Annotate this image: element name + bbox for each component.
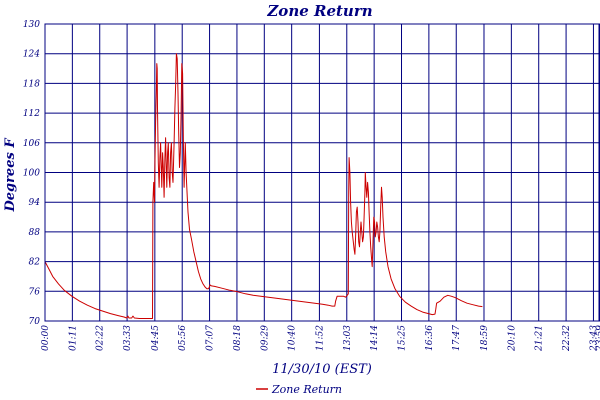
x-tick-label: 09:29	[260, 325, 270, 351]
plot-frame	[44, 23, 600, 322]
y-tick-label: 82	[29, 258, 41, 268]
y-tick-label: 94	[29, 198, 41, 208]
x-tick-label: 05:56	[178, 325, 188, 351]
y-tick-label: 118	[23, 79, 40, 89]
x-tick-label: 16:36	[425, 325, 435, 351]
x-tick-label: 13:03	[343, 325, 353, 351]
x-tick-label: 04:45	[151, 325, 161, 351]
x-tick-label: 20:10	[507, 325, 517, 352]
legend-label-zone-return: Zone Return	[271, 383, 342, 396]
x-tick-label: 14:14	[370, 325, 380, 351]
x-tick-label: 15:25	[398, 325, 408, 351]
x-tick-label: 02:22	[96, 325, 106, 351]
x-tick-label: 18:59	[480, 325, 490, 351]
x-tick-label: 03:33	[123, 325, 133, 351]
x-tick-label: 10:40	[288, 325, 298, 351]
y-tick-label: 130	[23, 20, 40, 30]
legend: Zone Return	[256, 383, 342, 396]
y-tick-label: 88	[29, 228, 41, 238]
y-tick-label: 124	[23, 50, 40, 60]
x-tick-label: 21:21	[535, 325, 545, 352]
x-tick-label: 17:47	[452, 325, 462, 351]
grid-lines	[44, 23, 600, 322]
x-axis-title: 11/30/10 (EST)	[272, 362, 372, 377]
x-tick-label: 01:11	[68, 325, 78, 351]
y-tick-label: 76	[29, 287, 41, 297]
x-tick-label: 11:52	[315, 325, 325, 351]
x-tick-label: 23:43	[589, 325, 599, 352]
x-tick-label: 23:59	[596, 325, 600, 352]
x-tick-label: 08:18	[233, 325, 243, 351]
x-tick-label: 07:07	[206, 325, 216, 351]
y-tick-label: 106	[23, 139, 40, 149]
x-axis-ticks: 00:00 01:11 02:22 03:33 04:45 05:56 07:07 08:18…	[41, 325, 600, 352]
y-axis-title: Degrees F	[3, 138, 18, 213]
y-tick-label: 100	[23, 169, 40, 179]
chart-title: Zone Return	[266, 2, 372, 20]
series-line-zone-return	[44, 53, 483, 319]
y-tick-label: 70	[29, 317, 41, 327]
y-tick-label: 112	[23, 109, 40, 119]
x-tick-label: 00:00	[41, 325, 51, 351]
x-tick-label: 22:32	[562, 325, 572, 352]
y-axis-ticks: 70 76 82 88 94 100 106 112 118 124 130	[23, 20, 40, 327]
